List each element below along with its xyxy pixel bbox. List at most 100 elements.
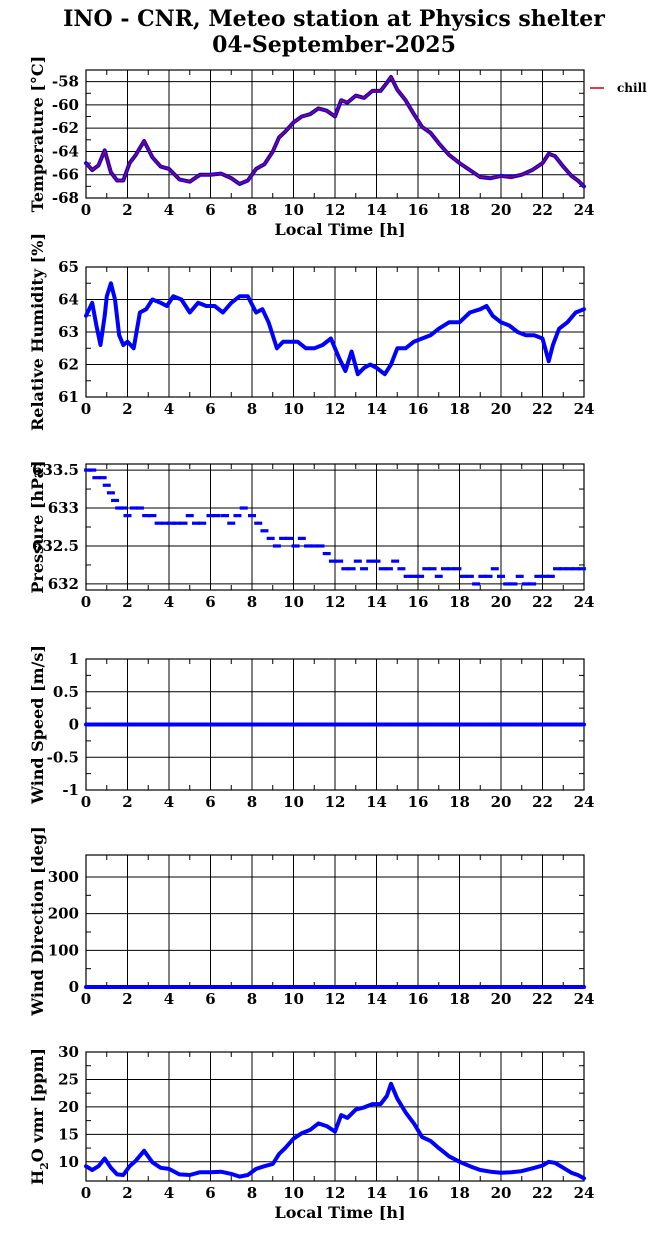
y-axis-label-part: O vmr [ppm]	[28, 1048, 47, 1162]
data-series-line	[84, 1081, 586, 1181]
x-tick-label: 12	[325, 793, 346, 811]
y-tick-label: 30	[58, 1043, 79, 1061]
legend-label: chill	[617, 81, 647, 95]
y-tick-label: 633	[48, 499, 79, 517]
x-tick-label: 22	[532, 990, 553, 1008]
x-tick-label: 6	[205, 1184, 215, 1202]
plot-frame	[85, 463, 585, 591]
x-tick-label: 6	[205, 400, 215, 418]
x-tick-label: 12	[325, 1184, 346, 1202]
x-tick-label: 4	[164, 1184, 174, 1202]
y-tick-label: 25	[58, 1070, 79, 1088]
x-tick-label: 8	[247, 990, 257, 1008]
x-tick-label: 16	[408, 201, 429, 219]
x-tick-label: 4	[164, 793, 174, 811]
x-tick-label: 16	[408, 990, 429, 1008]
y-tick-label: 15	[58, 1125, 79, 1143]
x-tick-label: 24	[574, 201, 595, 219]
x-tick-label: 2	[122, 990, 132, 1008]
x-tick-label: 10	[283, 400, 304, 418]
x-tick-label: 24	[574, 593, 595, 611]
x-tick-label: 16	[408, 400, 429, 418]
x-tick-label: 6	[205, 990, 215, 1008]
plot-frame	[85, 266, 585, 398]
y-tick-label: -0.5	[47, 748, 79, 766]
x-axis-label: Local Time [h]	[274, 1203, 405, 1222]
x-tick-label: 14	[366, 400, 387, 418]
y-tick-label: 0	[69, 978, 79, 996]
y-axis-label: H2O vmr [ppm]	[28, 1048, 51, 1185]
x-tick-label: 0	[81, 201, 91, 219]
y-tick-label: 0.5	[53, 683, 79, 701]
y-axis-label: Pressure [hPa]	[28, 460, 47, 593]
x-tick-label: 0	[81, 793, 91, 811]
x-tick-label: 16	[408, 793, 429, 811]
y-axis-label: Relative Humidity [%]	[28, 233, 47, 431]
chart-panels: 0 2 4 6 8 10 12 14 16 18 20 22 24-68-66-64-62-60-58 c…	[28, 56, 647, 1222]
y-tick-label: -60	[52, 96, 79, 114]
x-tick-label: 8	[247, 400, 257, 418]
x-tick-label: 4	[164, 400, 174, 418]
x-tick-label: 18	[449, 593, 470, 611]
x-tick-label: 8	[247, 201, 257, 219]
x-tick-label: 2	[122, 1184, 132, 1202]
y-tick-label: -66	[52, 166, 79, 184]
x-tick-label: 12	[325, 201, 346, 219]
x-tick-label: 12	[325, 400, 346, 418]
y-tick-label: 100	[48, 941, 79, 959]
y-tick-label: 633.5	[32, 461, 79, 479]
x-tick-label: 10	[283, 201, 304, 219]
x-tick-label: 20	[491, 400, 512, 418]
x-tick-label: 0	[81, 990, 91, 1008]
x-tick-label: 22	[532, 201, 553, 219]
x-tick-label: 16	[408, 593, 429, 611]
plot-frame	[85, 69, 585, 199]
y-axis-label: Wind Direction [deg]	[28, 826, 47, 1017]
x-tick-label: 4	[164, 990, 174, 1008]
y-tick-label: 1	[69, 650, 79, 668]
chart-title-line1: INO - CNR, Meteo station at Physics shel…	[63, 6, 605, 32]
y-axis-label: Wind Speed [m/s]	[28, 645, 47, 805]
y-tick-label: 63	[58, 323, 79, 341]
x-tick-label: 12	[325, 593, 346, 611]
x-tick-label: 24	[574, 793, 595, 811]
x-tick-label: 14	[366, 593, 387, 611]
x-tick-label: 16	[408, 1184, 429, 1202]
panel-3: 0 2 4 6 8 10 12 14 16 18 20 22 24632632.5633633.5Pre…	[28, 460, 594, 611]
x-tick-label: 18	[449, 400, 470, 418]
x-tick-label: 0	[81, 1184, 91, 1202]
x-tick-label: 2	[122, 400, 132, 418]
x-tick-label: 24	[574, 990, 595, 1008]
chart-title-line2: 04-September-2025	[212, 32, 456, 58]
x-tick-label: 20	[491, 793, 512, 811]
x-tick-label: 18	[449, 793, 470, 811]
y-tick-label: 61	[58, 388, 79, 406]
x-tick-label: 10	[283, 1184, 304, 1202]
x-tick-label: 18	[449, 990, 470, 1008]
y-tick-label: -64	[52, 142, 79, 160]
y-axis-label: Temperature [°C]	[28, 56, 47, 212]
panel-1: 0 2 4 6 8 10 12 14 16 18 20 22 24-68-66-64-62-60-58 c…	[28, 56, 647, 239]
x-tick-label: 20	[491, 1184, 512, 1202]
x-tick-label: 12	[325, 990, 346, 1008]
x-tick-label: 20	[491, 201, 512, 219]
x-tick-label: 22	[532, 1184, 553, 1202]
y-tick-label: 65	[58, 258, 79, 276]
y-tick-label: -1	[62, 781, 79, 799]
x-tick-label: 8	[247, 793, 257, 811]
x-tick-label: 0	[81, 400, 91, 418]
x-tick-label: 4	[164, 593, 174, 611]
y-tick-label: -58	[52, 73, 79, 91]
y-tick-label: -62	[52, 119, 79, 137]
data-series-line	[84, 281, 586, 377]
panel-2: 0 2 4 6 8 10 12 14 16 18 20 22 246162636465Relative …	[28, 233, 594, 431]
x-tick-label: 18	[449, 201, 470, 219]
x-tick-label: 14	[366, 793, 387, 811]
x-tick-label: 22	[532, 593, 553, 611]
y-axis-label-subscript: 2	[38, 1162, 51, 1170]
x-axis-label: Local Time [h]	[274, 220, 405, 239]
x-tick-label: 8	[247, 593, 257, 611]
